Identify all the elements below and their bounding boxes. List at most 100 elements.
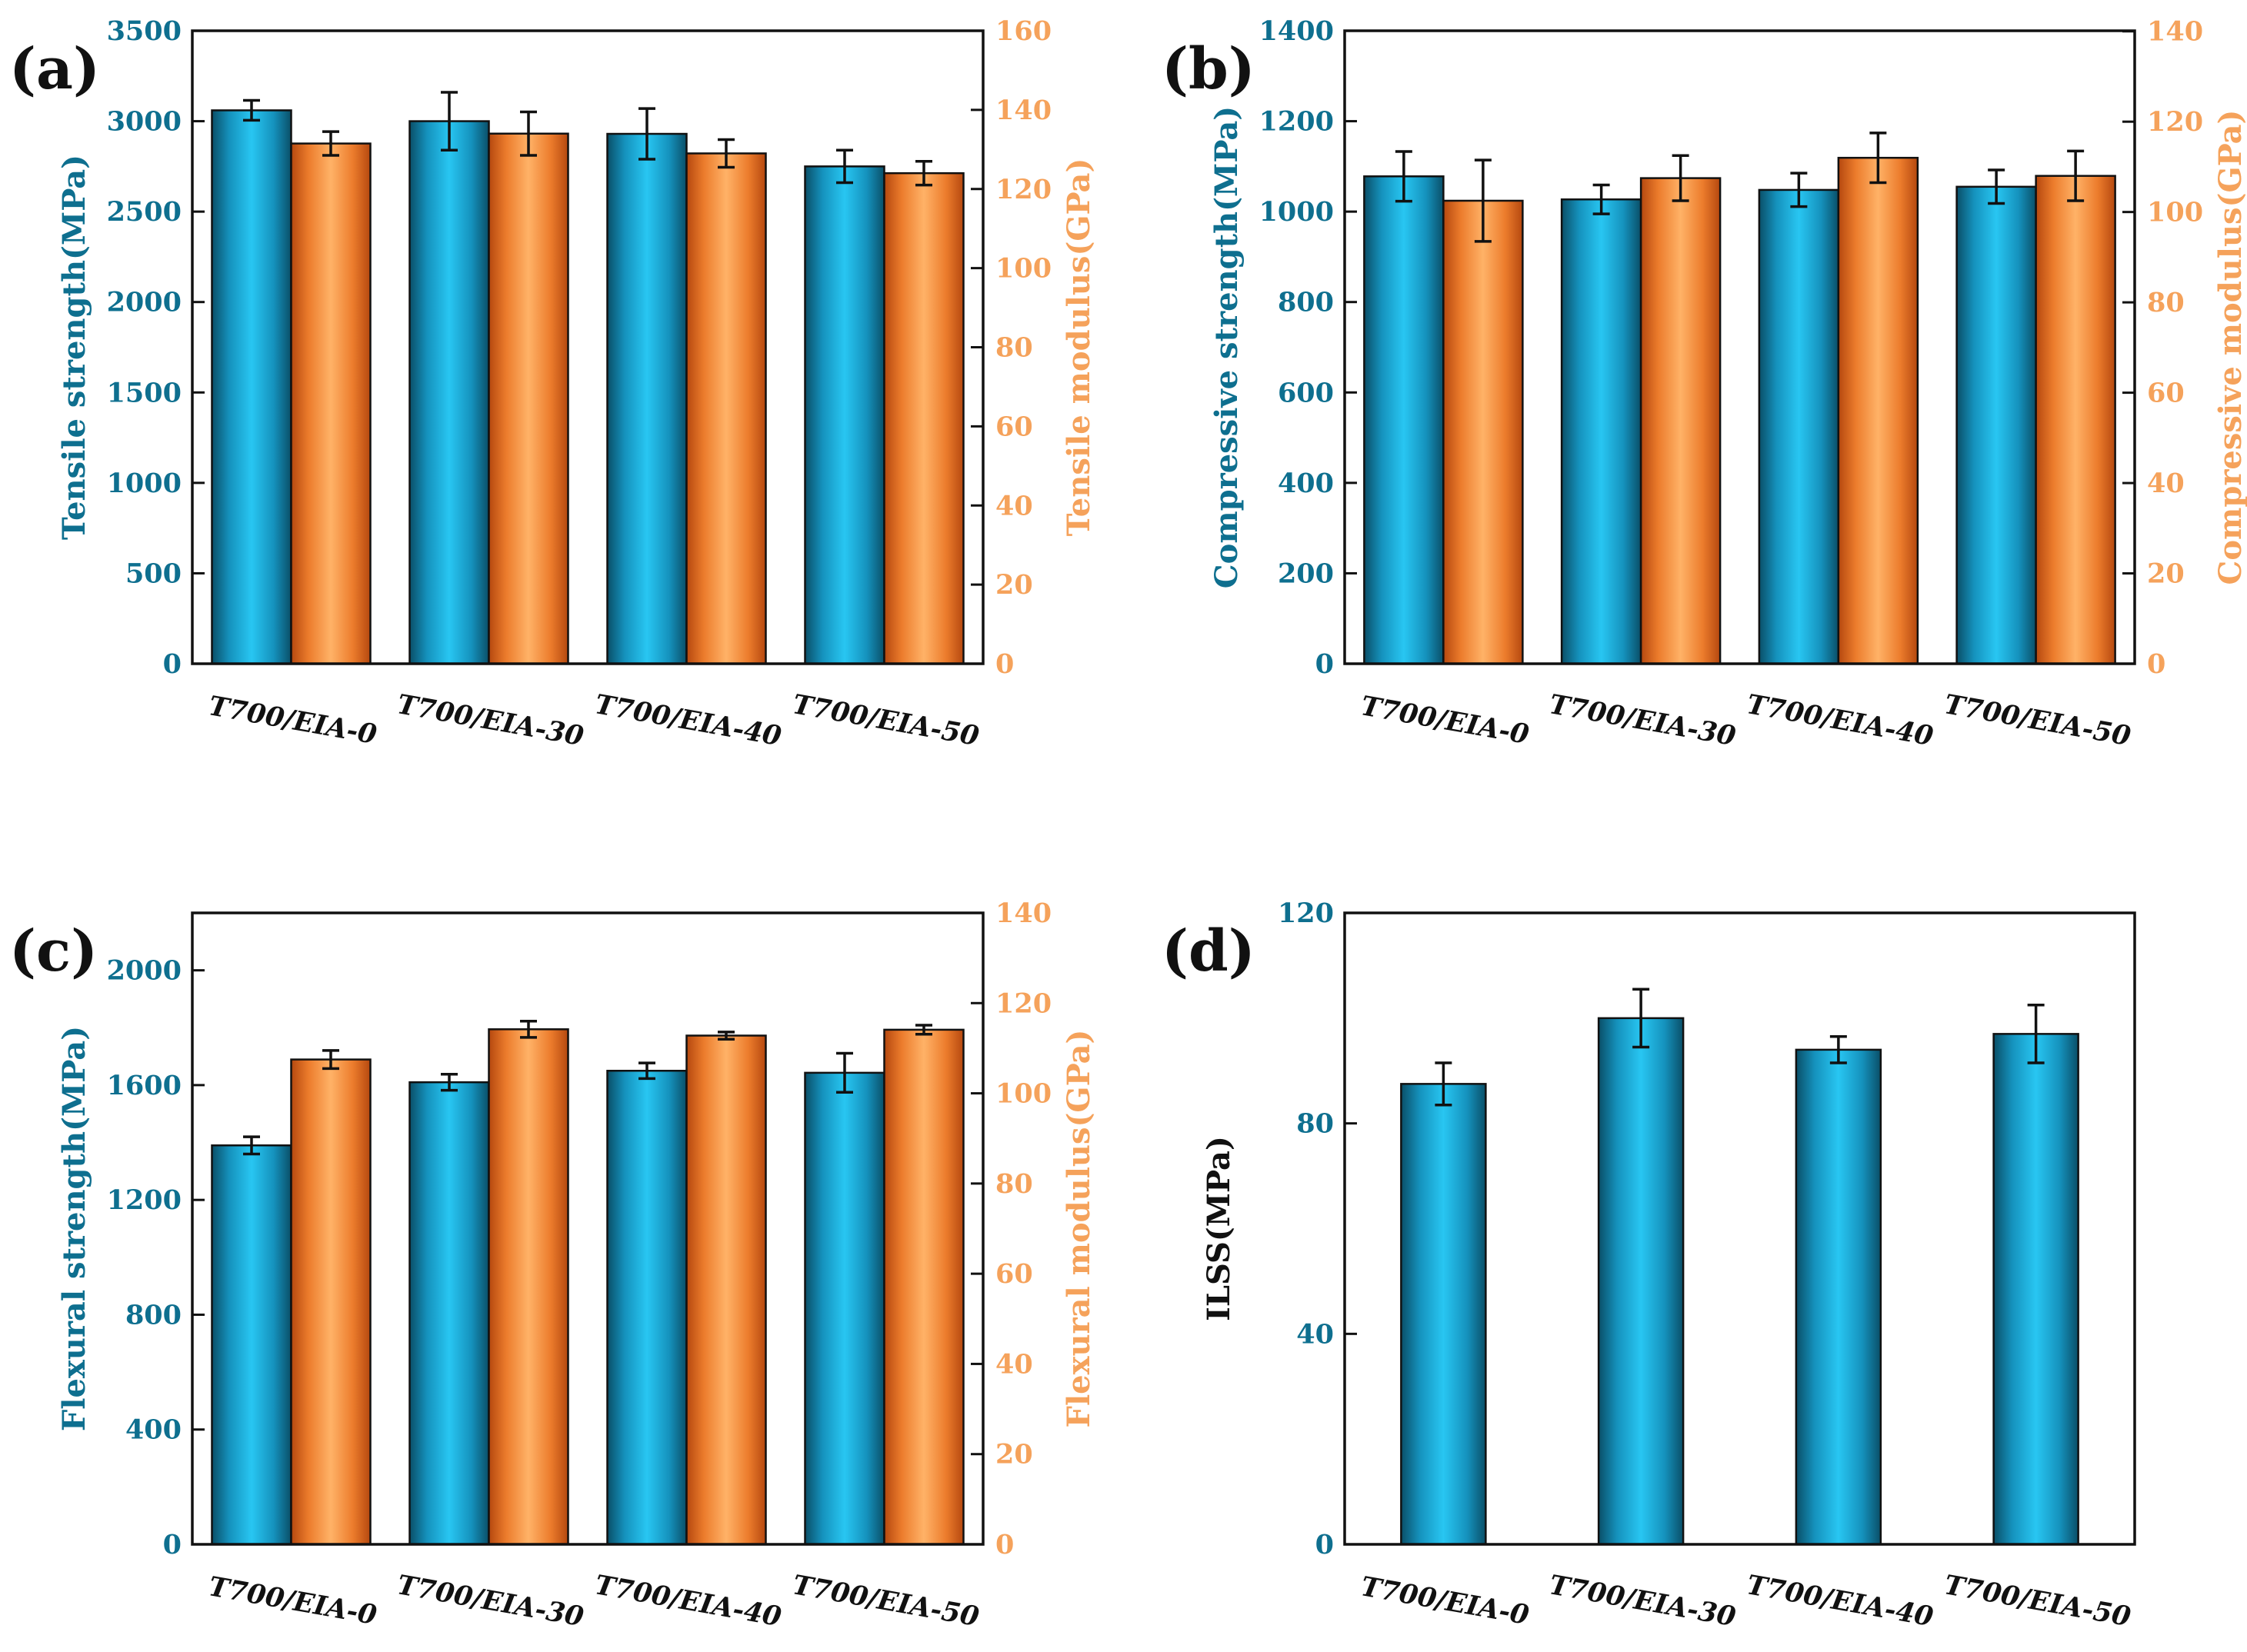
bar-b-strength-2: [1758, 188, 1840, 665]
bar-c-modulus-2: [685, 1034, 767, 1546]
plot-c: 0 400 800 1200 1600 2000 0 20 40 60 80 100 120 140 Fle…: [56, 898, 1097, 1633]
ytick-label-b-6: 1200: [1259, 106, 1334, 138]
errorbar-b-0-3: [1988, 168, 2005, 205]
panel-label-c: (c): [9, 918, 98, 984]
xtick-label-c-0: T700/EIA-0: [206, 1570, 379, 1631]
bar-a-modulus-1: [488, 132, 569, 665]
bar-b-modulus-1: [1639, 177, 1722, 665]
ylabel-d: ILSS(MPa): [1201, 1136, 1237, 1321]
bar-b-strength-1: [1560, 198, 1642, 665]
errorbar-b-0-0: [1395, 150, 1412, 203]
y2tick-label-a-0: 0: [995, 648, 1014, 680]
ylabel-b: Compressive strength(MPa): [1209, 106, 1245, 588]
errorbar-c-1-1: [520, 1019, 537, 1039]
panel-label-a: (a): [9, 36, 100, 102]
y2tick-label-c-6: 120: [995, 988, 1052, 1019]
xtick-label-d-1: T700/EIA-30: [1547, 1569, 1739, 1633]
y2tick-label-a-8: 160: [995, 15, 1052, 47]
ylabel2-b: Compressive modulus(GPa): [2212, 110, 2247, 585]
bar-a-strength-0: [211, 109, 292, 665]
xtick-label-a-1: T700/EIA-30: [395, 688, 586, 752]
ytick-label-a-7: 3500: [107, 15, 182, 47]
errorbar-a-0-3: [836, 148, 853, 185]
y2tick-label-c-2: 40: [995, 1348, 1033, 1380]
xtick-label-b-2: T700/EIA-40: [1745, 688, 1936, 752]
ytick-label-a-1: 500: [125, 558, 182, 589]
y2tick-label-b-3: 60: [2147, 378, 2185, 409]
bar-d-strength-0: [1400, 1083, 1487, 1546]
errorbar-d-0-3: [2027, 1003, 2045, 1064]
bar-c-strength-0: [211, 1144, 292, 1546]
bar-c-modulus-3: [883, 1028, 965, 1546]
bar-b-modulus-3: [2035, 175, 2116, 665]
panel-label-d: (d): [1162, 918, 1255, 984]
xtick-label-c-3: T700/EIA-50: [790, 1569, 982, 1633]
ytick-label-a-6: 3000: [107, 106, 182, 138]
errorbar-a-0-1: [441, 91, 458, 152]
ytick-label-c-1: 400: [125, 1414, 182, 1446]
y2tick-label-a-7: 140: [995, 95, 1052, 126]
ytick-label-a-0: 0: [163, 648, 182, 680]
errorbar-a-1-1: [520, 110, 537, 157]
errorbar-c-0-1: [441, 1072, 458, 1092]
errorbar-d-0-2: [1829, 1035, 1847, 1064]
bar-c-strength-2: [606, 1070, 688, 1546]
ytick-label-b-5: 1000: [1259, 196, 1334, 228]
panel-b: (b) 0 200 400 600 800 1000 1200 1400 0 20 40 60 80 10…: [1162, 15, 2247, 752]
ytick-label-b-7: 1400: [1259, 15, 1334, 47]
bar-a-modulus-3: [883, 172, 965, 665]
y2tick-label-b-4: 80: [2147, 287, 2185, 318]
ytick-label-d-3: 120: [1278, 898, 1334, 929]
y2tick-label-c-1: 20: [995, 1439, 1033, 1470]
errorbar-d-0-1: [1632, 988, 1650, 1049]
ytick-label-a-5: 2500: [107, 196, 182, 228]
ytick-label-c-4: 1600: [107, 1070, 182, 1101]
y2tick-label-c-4: 80: [995, 1168, 1033, 1200]
bar-a-strength-1: [408, 120, 490, 665]
y2tick-label-b-6: 120: [2147, 106, 2203, 138]
bar-c-modulus-0: [290, 1058, 372, 1546]
plot-a: 0 500 1000 1500 2000 2500 3000 3500 0 20 40 60 80 100…: [56, 15, 1097, 752]
xtick-label-c-2: T700/EIA-40: [592, 1569, 784, 1633]
xtick-label-b-3: T700/EIA-50: [1942, 688, 2133, 752]
errorbar-a-1-0: [322, 130, 339, 157]
y2tick-label-b-5: 100: [2147, 197, 2203, 228]
ytick-label-a-3: 1500: [107, 377, 182, 408]
y2tick-label-b-0: 0: [2147, 648, 2165, 680]
y2tick-label-a-6: 120: [995, 174, 1052, 205]
errorbar-d-0-0: [1435, 1061, 1452, 1107]
plot-frame-c: [191, 911, 985, 1546]
bar-b-modulus-2: [1837, 156, 1919, 665]
ylabel-a: Tensile strength(MPa): [56, 155, 92, 540]
xtick-label-d-0: T700/EIA-0: [1359, 1570, 1532, 1631]
bar-b-strength-0: [1363, 175, 1445, 665]
ytick-label-d-2: 80: [1296, 1108, 1334, 1140]
bar-a-strength-2: [606, 132, 688, 665]
y2tick-label-a-3: 60: [995, 411, 1033, 442]
bar-c-strength-3: [804, 1071, 885, 1546]
bar-b-strength-3: [1955, 185, 2037, 665]
y2tick-label-b-7: 140: [2147, 16, 2203, 48]
plot-b: 0 200 400 600 800 1000 1200 1400 0 20 40 60 80 100 120…: [1209, 15, 2247, 752]
bar-b-modulus-0: [1442, 199, 1524, 665]
panel-a: (a) 0 500 1000 1500 2000 2500 3000 3500 0 20 40 60 8…: [9, 15, 1097, 752]
errorbar-c-0-0: [243, 1135, 260, 1156]
panel-label-b: (b): [1162, 36, 1255, 102]
bar-d-strength-2: [1795, 1048, 1882, 1546]
ytick-label-a-4: 2000: [107, 287, 182, 318]
errorbar-b-1-1: [1672, 154, 1689, 202]
errorbar-b-1-0: [1474, 158, 1492, 243]
errorbar-c-1-2: [718, 1031, 735, 1041]
xtick-label-d-3: T700/EIA-50: [1942, 1569, 2133, 1633]
y2tick-label-c-5: 100: [995, 1078, 1052, 1110]
errorbar-a-0-2: [638, 107, 655, 161]
bar-d-strength-1: [1597, 1017, 1685, 1546]
ytick-label-d-0: 0: [1315, 1529, 1334, 1560]
errorbar-b-1-3: [2067, 149, 2085, 202]
xtick-label-d-2: T700/EIA-40: [1745, 1569, 1936, 1633]
bar-c-modulus-1: [488, 1028, 569, 1546]
bar-a-modulus-0: [290, 142, 372, 665]
ytick-label-b-2: 400: [1278, 468, 1334, 499]
y2tick-label-a-5: 100: [995, 253, 1052, 285]
